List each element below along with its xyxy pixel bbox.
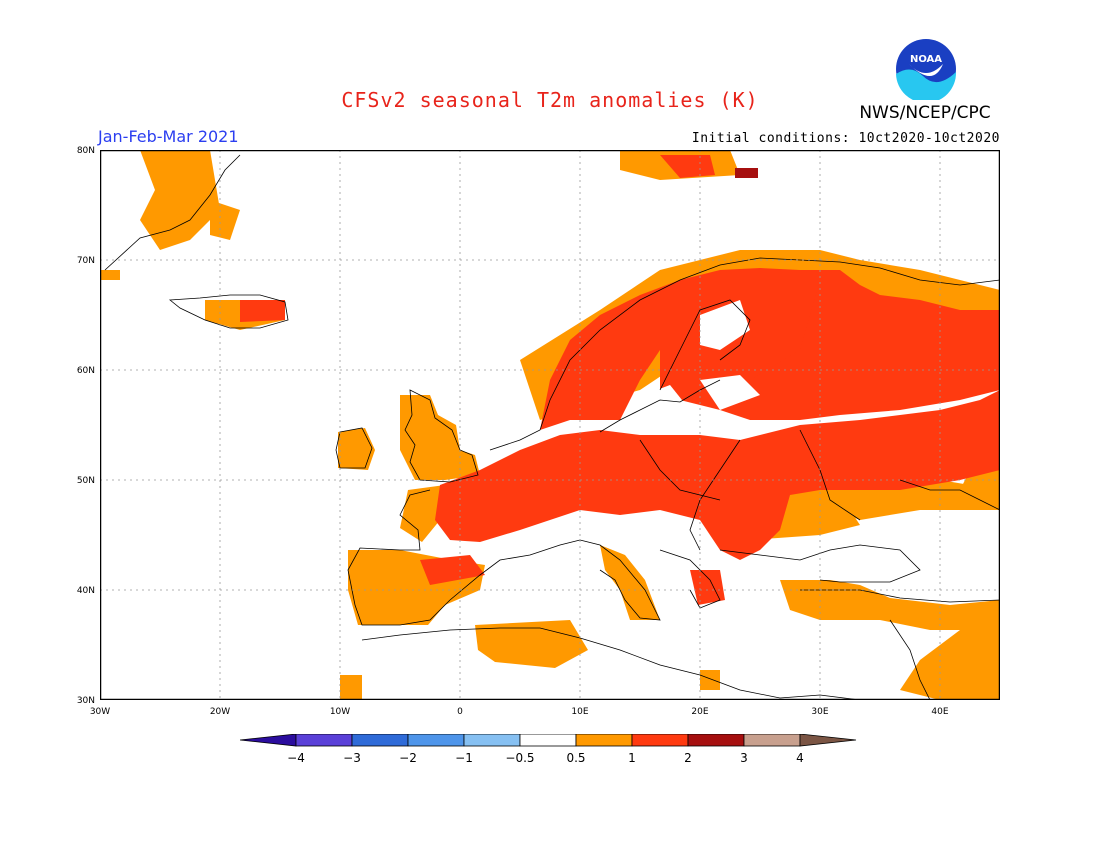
colorbar-label: −0.5 (505, 751, 534, 765)
anomaly-france-west (400, 485, 445, 542)
colorbar-cells (240, 734, 857, 747)
colorbar-label: −2 (399, 751, 417, 765)
anomaly-central-europe (435, 390, 1000, 560)
colorbar-label: 3 (740, 751, 748, 765)
colorbar-label: −3 (343, 751, 361, 765)
colorbar: −4 −3 −2 −1 −0.5 0.5 1 2 3 4 (240, 734, 857, 765)
colorbar-cell (407, 734, 465, 747)
lat-tick-70n: 70N (77, 256, 95, 266)
lat-tick-80n: 80N (77, 146, 95, 156)
colorbar-cell (575, 734, 633, 747)
anomaly-ireland (338, 428, 375, 470)
anomaly-ne-edge (100, 270, 120, 280)
colorbar-label: −4 (287, 751, 305, 765)
anomaly-nw-russia (720, 270, 820, 380)
anomaly-sw-coast (340, 675, 362, 700)
colorbar-label: 4 (796, 751, 804, 765)
anomaly-north-africa (475, 620, 588, 668)
gridline-layer (100, 150, 1000, 700)
anomaly-levant (900, 630, 1000, 700)
colorbar-cell (295, 734, 353, 747)
lon-tick-0: 0 (457, 707, 463, 717)
anomaly-south-france (420, 555, 485, 585)
anomaly-svalbard-darkred (735, 168, 758, 178)
colorbar-cell (463, 734, 521, 747)
coastline-layer (104, 154, 1000, 700)
colorbar-cell (351, 734, 409, 747)
lat-tick-50n: 50N (77, 476, 95, 486)
map-frame (100, 150, 1000, 700)
colorbar-arrow-high (799, 734, 857, 747)
lon-tick-40e: 40E (931, 707, 948, 717)
anomaly-greece (690, 570, 725, 605)
lon-tick-20e: 20E (691, 707, 708, 717)
lon-tick-10w: 10W (330, 707, 350, 717)
colorbar-arrow-low (240, 734, 297, 747)
lon-tick-20w: 20W (210, 707, 230, 717)
colorbar-cell (519, 734, 577, 747)
period-label: Jan-Feb-Mar 2021 (98, 127, 239, 146)
lon-tick-30e: 30E (811, 707, 828, 717)
lat-tick-60n: 60N (77, 366, 95, 376)
colorbar-label: 2 (684, 751, 692, 765)
hole-bothnia (700, 300, 750, 350)
hole-baltic (630, 385, 690, 430)
colorbar-label: −1 (455, 751, 473, 765)
colorbar-cell (687, 734, 745, 747)
agency-label: NWS/NCEP/CPC (859, 103, 991, 123)
anomaly-italy (600, 545, 660, 620)
lon-tick-10e: 10E (571, 707, 588, 717)
lat-tick-30n: 30N (77, 696, 95, 706)
chart-title: CFSv2 seasonal T2m anomalies (K) (341, 88, 759, 112)
anomaly-map (100, 150, 1000, 700)
anomaly-britain (400, 395, 480, 480)
anomaly-greenland-1 (140, 150, 220, 250)
hole-black-sea (820, 545, 900, 580)
anomaly-n-africa-small (700, 670, 720, 690)
anomaly-greenland-2 (210, 200, 240, 240)
anomaly-svalbard-red (660, 155, 715, 178)
initial-conditions-label: Initial conditions: 10ct2020-10ct2020 (691, 131, 1000, 146)
lat-tick-40n: 40N (77, 586, 95, 596)
colorbar-labels: −4 −3 −2 −1 −0.5 0.5 1 2 3 4 (287, 751, 804, 765)
anomaly-fill-layer (100, 150, 1000, 700)
anomaly-iceland-red (240, 300, 285, 322)
anomaly-turkey (780, 580, 1000, 630)
colorbar-label: 0.5 (566, 751, 585, 765)
hole-finland-gulf (700, 375, 760, 410)
colorbar-label: 1 (628, 751, 636, 765)
lon-tick-30w: 30W (90, 707, 110, 717)
logo-text: NOAA (910, 54, 942, 65)
noaa-logo-icon: NOAA (896, 39, 957, 100)
colorbar-cell (743, 734, 801, 747)
colorbar-cell (631, 734, 689, 747)
